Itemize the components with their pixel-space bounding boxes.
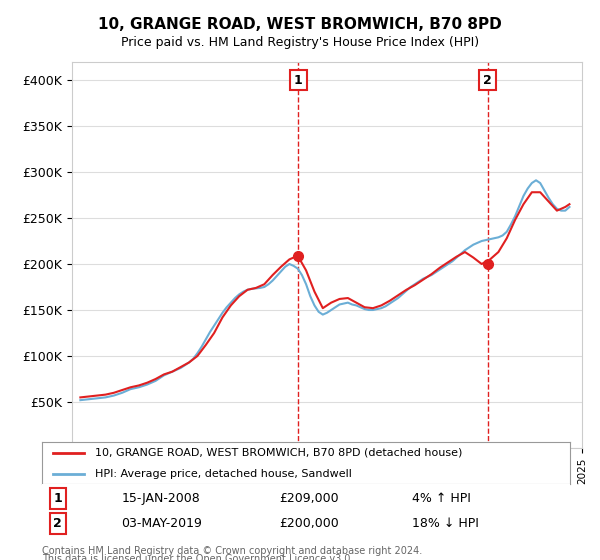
Text: 1: 1 — [294, 73, 303, 86]
Text: 18% ↓ HPI: 18% ↓ HPI — [412, 517, 478, 530]
Text: 2: 2 — [483, 73, 492, 86]
Text: Price paid vs. HM Land Registry's House Price Index (HPI): Price paid vs. HM Land Registry's House … — [121, 36, 479, 49]
Text: 15-JAN-2008: 15-JAN-2008 — [121, 492, 200, 505]
Text: £200,000: £200,000 — [280, 517, 340, 530]
Text: HPI: Average price, detached house, Sandwell: HPI: Average price, detached house, Sand… — [95, 469, 352, 479]
Text: 4% ↑ HPI: 4% ↑ HPI — [412, 492, 470, 505]
Text: This data is licensed under the Open Government Licence v3.0.: This data is licensed under the Open Gov… — [42, 554, 353, 560]
Text: 2: 2 — [53, 517, 62, 530]
Text: 10, GRANGE ROAD, WEST BROMWICH, B70 8PD: 10, GRANGE ROAD, WEST BROMWICH, B70 8PD — [98, 17, 502, 32]
Text: 03-MAY-2019: 03-MAY-2019 — [121, 517, 202, 530]
Text: 1: 1 — [53, 492, 62, 505]
Text: £209,000: £209,000 — [280, 492, 339, 505]
Text: Contains HM Land Registry data © Crown copyright and database right 2024.: Contains HM Land Registry data © Crown c… — [42, 546, 422, 556]
Text: 10, GRANGE ROAD, WEST BROMWICH, B70 8PD (detached house): 10, GRANGE ROAD, WEST BROMWICH, B70 8PD … — [95, 448, 462, 458]
